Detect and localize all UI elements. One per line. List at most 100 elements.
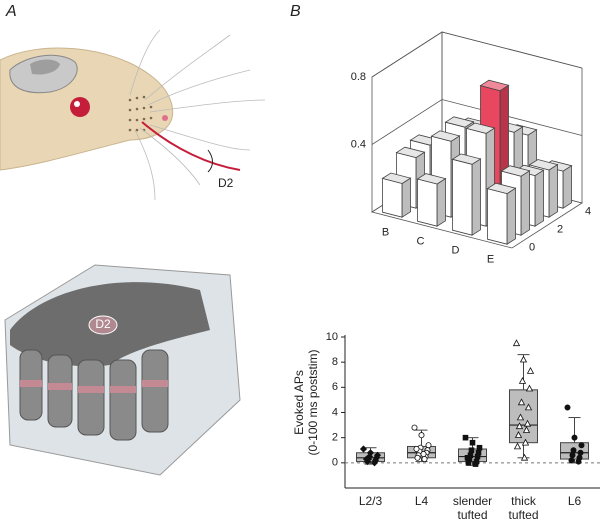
bar-top [479, 79, 510, 92]
bar [416, 173, 447, 227]
rat-illustration: D2 [0, 29, 266, 201]
data-point [519, 355, 528, 363]
bar [451, 153, 482, 236]
bar [381, 172, 412, 218]
x-tick-label: L2/3 [359, 494, 383, 508]
x-tick-label: C [417, 235, 425, 247]
data-point [577, 449, 584, 456]
bar-side [562, 164, 572, 209]
data-point [425, 442, 432, 449]
bar-front [382, 177, 403, 218]
whisker-label: D2 [218, 176, 234, 190]
panel-label: B [290, 3, 301, 20]
data-point [516, 413, 525, 421]
x-tick-label: tufted [508, 508, 538, 522]
bar-side [534, 169, 544, 227]
data-point [472, 461, 479, 467]
data-point [575, 458, 582, 465]
bar-side [436, 177, 446, 227]
data-point [420, 451, 427, 458]
barrel-illustration: D2 [4, 264, 241, 476]
data-point [515, 422, 524, 430]
bar-top [381, 172, 412, 184]
data-point [571, 434, 578, 441]
bar-front [452, 158, 473, 236]
data-point [362, 455, 371, 463]
box [509, 389, 538, 444]
data-point [525, 384, 534, 392]
bar-top [416, 173, 447, 185]
bar [486, 182, 517, 245]
bar-top [395, 146, 426, 159]
z-tick-label: 0.4 [351, 138, 366, 150]
panel-label: A [5, 3, 17, 20]
z-tick-label: 0.8 [351, 71, 366, 83]
x-tick-label: L4 [415, 494, 429, 508]
data-point [578, 442, 585, 449]
x-tick-label: B [382, 226, 389, 238]
depth-tick-label: 4 [585, 205, 591, 217]
bar-side [401, 177, 411, 218]
data-point [411, 424, 418, 431]
bar-side [548, 163, 558, 218]
data-point [476, 444, 483, 451]
data-point [462, 434, 469, 441]
y-tick-label: 0 [332, 457, 338, 469]
bar-side [520, 170, 530, 236]
bar-top [465, 122, 496, 134]
data-point [517, 398, 526, 406]
data-point [418, 432, 425, 439]
grid-line [371, 99, 583, 145]
x-tick-label: tufted [457, 508, 487, 522]
x-tick-label: thick [511, 494, 537, 508]
y-axis-label: (0-100 ms poststim) [306, 349, 320, 455]
data-point [522, 426, 531, 433]
data-point [513, 442, 522, 450]
x-tick-label: E [487, 253, 494, 265]
bar-top [444, 116, 475, 128]
x-tick-label: slender [453, 494, 492, 508]
data-point [468, 447, 475, 454]
data-point [524, 403, 533, 411]
bar-top [430, 130, 461, 142]
bar-top [451, 153, 482, 165]
data-point [465, 460, 472, 466]
barrel-label: D2 [95, 317, 111, 331]
x-tick-label: L6 [568, 494, 582, 508]
data-point [469, 439, 476, 446]
y-tick-label: 2 [332, 432, 338, 444]
bar-side [471, 158, 481, 236]
y-tick-label: 6 [332, 381, 338, 393]
data-point [370, 459, 379, 467]
grid-line [371, 31, 583, 78]
y-tick-label: 8 [332, 356, 338, 368]
data-point [413, 445, 420, 452]
data-point [526, 366, 535, 374]
x-tick-label: D [452, 244, 460, 256]
bar-top [500, 165, 531, 177]
data-point [568, 457, 575, 464]
data-point [464, 454, 471, 461]
y-axis-label: Evoked APs [292, 370, 306, 435]
y-tick-label: 4 [332, 406, 338, 418]
data-point [359, 445, 368, 453]
data-point [523, 419, 532, 427]
y-tick-label: 10 [326, 331, 338, 343]
bar-side [506, 187, 516, 245]
depth-tick-label: 2 [557, 223, 563, 235]
data-point [520, 453, 529, 461]
bar-top [486, 182, 517, 195]
data-point [414, 454, 421, 461]
data-point [521, 438, 530, 446]
depth-tick-label: 0 [529, 241, 535, 253]
data-point [564, 404, 571, 411]
data-point [421, 456, 428, 463]
bar-front [487, 188, 508, 245]
data-point [512, 339, 521, 347]
data-point [570, 447, 577, 454]
data-point [569, 452, 576, 459]
bar-front [417, 178, 438, 227]
data-point [474, 453, 481, 460]
data-point [518, 376, 527, 384]
